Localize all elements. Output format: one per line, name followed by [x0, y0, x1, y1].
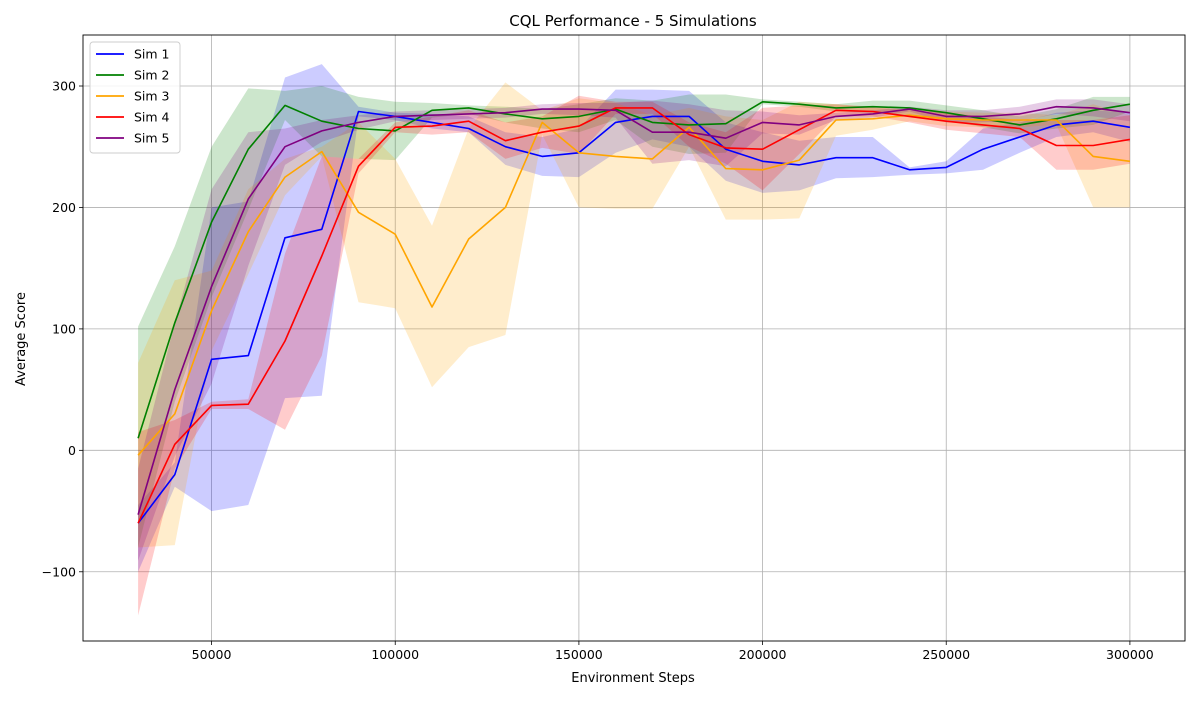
legend-label-sim-5: Sim 5: [134, 131, 170, 146]
axes-frame: [82, 34, 1186, 642]
x-tick-label: 50000: [192, 647, 232, 662]
y-tick-label: 300: [52, 79, 76, 94]
series-lines: [137, 101, 1131, 524]
y-tick-label: −100: [42, 564, 76, 579]
legend-label-sim-4: Sim 4: [134, 110, 170, 125]
band-sim-2: [138, 86, 1130, 548]
line-sim-1: [137, 110, 1131, 524]
axis-ticks: 50000 100000 150000 200000 250000 300000 −100 0…: [42, 79, 1154, 662]
x-axis-label: Environment Steps: [571, 671, 695, 686]
y-tick-label: 0: [68, 443, 76, 458]
plot-frame: [82, 34, 1186, 642]
x-tick-label: 250000: [922, 647, 970, 662]
grid-lines: [83, 35, 1185, 641]
line-sim-3: [137, 114, 1131, 456]
y-tick-label: 100: [52, 321, 76, 336]
band-sim-3: [138, 82, 1130, 548]
x-tick-label: 150000: [555, 647, 603, 662]
x-tick-label: 100000: [371, 647, 419, 662]
legend-box: [89, 41, 181, 154]
line-sim-5: [137, 105, 1131, 515]
x-tick-label: 200000: [739, 647, 787, 662]
legend: Sim 1 Sim 2 Sim 3 Sim 4 Sim 5: [89, 41, 181, 154]
chart-title: CQL Performance - 5 Simulations: [509, 12, 757, 30]
y-axis-label: Average Score: [14, 292, 29, 386]
x-tick-label: 300000: [1106, 647, 1154, 662]
legend-label-sim-2: Sim 2: [134, 68, 170, 83]
confidence-bands: [138, 64, 1130, 616]
plot-background: [83, 35, 1185, 641]
legend-label-sim-3: Sim 3: [134, 89, 170, 104]
plot-area: [83, 35, 1185, 641]
line-sim-4: [137, 107, 1131, 524]
y-tick-label: 200: [52, 200, 76, 215]
legend-label-sim-1: Sim 1: [134, 47, 170, 62]
